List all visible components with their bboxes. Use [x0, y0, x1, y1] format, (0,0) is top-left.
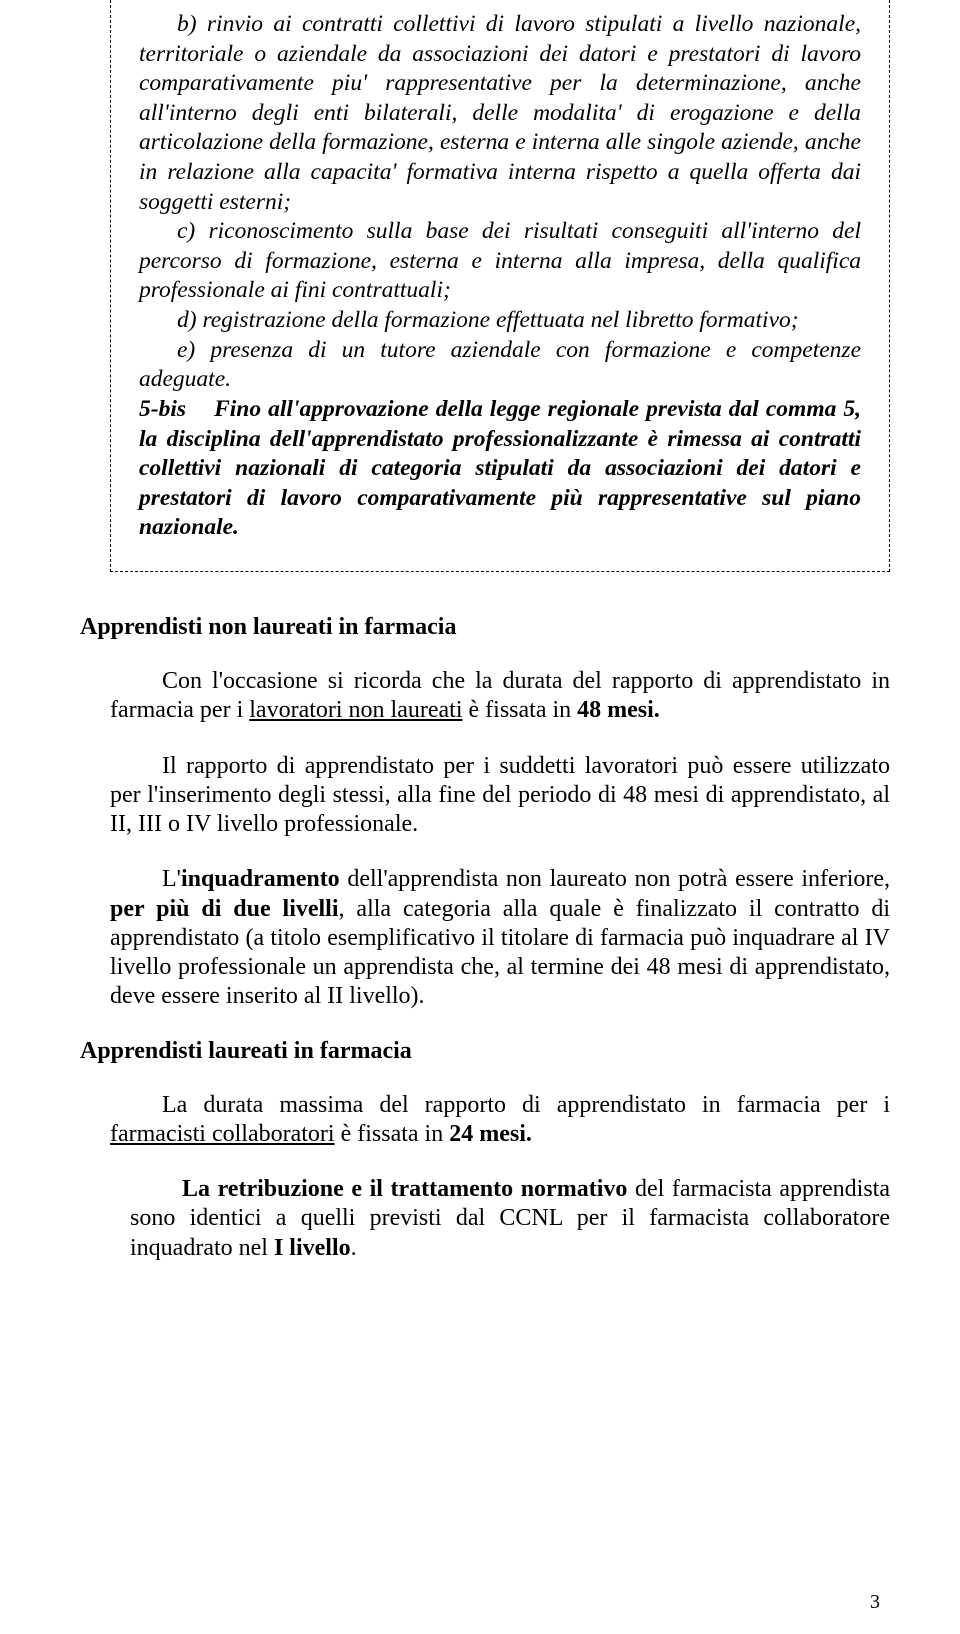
s1-p3-a: L' — [162, 866, 181, 892]
s2-p2-bold1: La retribuzione e il trattamento normati… — [182, 1176, 627, 1202]
clause-d: d) registrazione della formazione effett… — [139, 306, 861, 336]
clause-c-text: c) riconoscimento sulla base dei risulta… — [139, 218, 861, 303]
s1-p3: L'inquadramento dell'apprendista non lau… — [110, 865, 890, 1011]
s2-p1-a: La durata massima del rapporto di appren… — [162, 1092, 890, 1118]
s1-p2: Il rapporto di apprendistato per i sudde… — [110, 752, 890, 840]
clause-c: c) riconoscimento sulla base dei risulta… — [139, 217, 861, 306]
s1-p2-text: Il rapporto di apprendistato per i sudde… — [110, 753, 890, 838]
s1-p1: Con l'occasione si ricorda che la durata… — [110, 667, 890, 726]
s2-p1: La durata massima del rapporto di appren… — [110, 1091, 890, 1150]
section-title-laureati: Apprendisti laureati in farmacia — [80, 1038, 890, 1065]
clause-5bis-lead: 5-bis — [139, 396, 186, 422]
clause-b: b) rinvio ai contratti collettivi di lav… — [139, 10, 861, 217]
s1-p3-b: dell'apprendista non laureato non potrà … — [340, 866, 890, 892]
s1-p1-b: è fissata in — [463, 697, 578, 723]
clause-5bis-rest: Fino all'approvazione della legge region… — [139, 396, 861, 540]
clause-e-text: e) presenza di un tutore aziendale con f… — [139, 337, 861, 393]
s2-p1-bold: 24 mesi. — [449, 1121, 532, 1147]
s2-p2-bold2: I livello — [274, 1235, 351, 1261]
page-number: 3 — [870, 1591, 880, 1614]
clause-d-text: d) registrazione della formazione effett… — [177, 307, 799, 333]
s1-p3-bold2: per più di due livelli — [110, 896, 339, 922]
s2-p1-underline: farmacisti collaboratori — [110, 1121, 335, 1147]
s2-p1-b: è fissata in — [335, 1121, 450, 1147]
document-page: b) rinvio ai contratti collettivi di lav… — [0, 0, 960, 1634]
clause-e: e) presenza di un tutore aziendale con f… — [139, 336, 861, 395]
section-title-non-laureati: Apprendisti non laureati in farmacia — [80, 614, 890, 641]
s2-p2: La retribuzione e il trattamento normati… — [110, 1175, 890, 1263]
s1-p1-underline: lavoratori non laureati — [249, 697, 462, 723]
clause-5bis: 5-bis Fino all'approvazione della legge … — [139, 395, 861, 543]
s1-p3-bold1: inquadramento — [181, 866, 340, 892]
s1-p1-bold: 48 mesi. — [577, 697, 660, 723]
clause-b-text: b) rinvio ai contratti collettivi di lav… — [139, 11, 861, 215]
s2-p2-end: . — [351, 1235, 357, 1261]
quoted-law-box: b) rinvio ai contratti collettivi di lav… — [110, 0, 890, 572]
